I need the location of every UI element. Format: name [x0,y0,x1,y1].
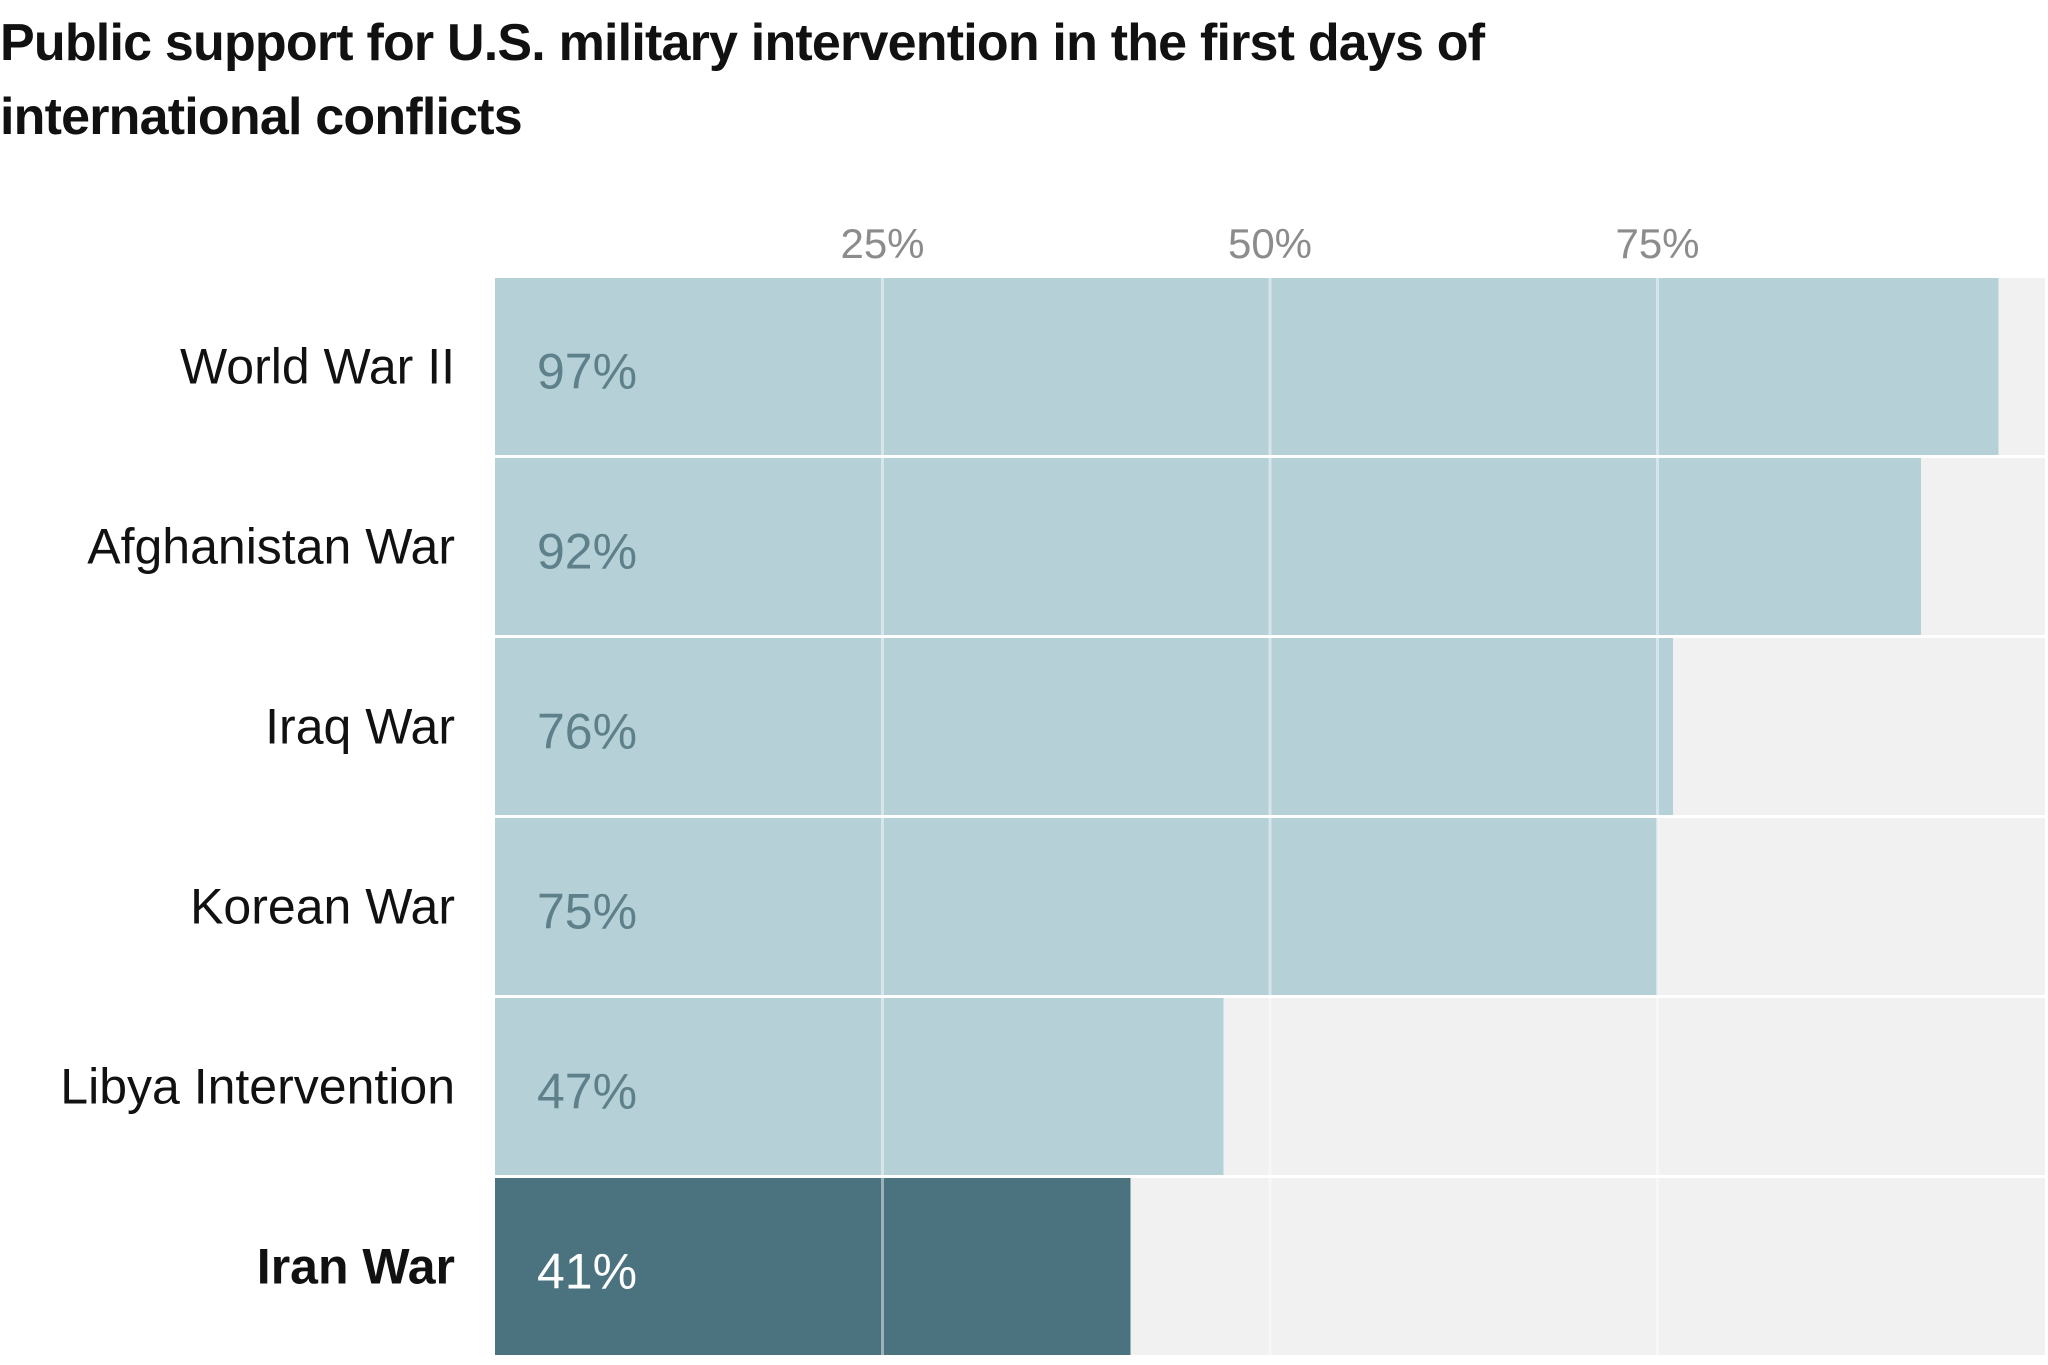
value-label: 75% [537,884,637,940]
x-axis-ticks: 25% 50% 75% [840,220,1699,267]
value-labels: 97% 92% 76% 75% 47% 41% [537,344,637,1300]
bar-libya-intervention [495,998,1224,1175]
gridlines [881,278,1659,1355]
value-label: 97% [537,344,637,400]
bar-world-war-ii [495,278,1999,455]
bar-iraq-war [495,638,1673,815]
bar-iran-war [495,1178,1131,1355]
chart-title: Public support for U.S. military interve… [0,14,1485,146]
category-label: Iraq War [265,699,455,755]
category-label: Korean War [190,879,455,935]
category-label: Afghanistan War [87,519,455,575]
category-label: Libya Intervention [60,1059,455,1115]
category-label: World War II [180,339,455,395]
x-tick-label: 75% [1615,220,1699,267]
x-tick-label: 25% [840,220,924,267]
category-labels: World War II Afghanistan War Iraq War Korea… [60,339,455,1295]
bars [495,278,1999,1355]
bar-korean-war [495,818,1658,995]
value-label: 47% [537,1064,637,1120]
x-tick-label: 50% [1228,220,1312,267]
value-label: 92% [537,524,637,580]
value-label: 76% [537,704,637,760]
value-label: 41% [537,1244,637,1300]
category-label: Iran War [257,1239,455,1295]
bar-afghanistan-war [495,458,1921,635]
